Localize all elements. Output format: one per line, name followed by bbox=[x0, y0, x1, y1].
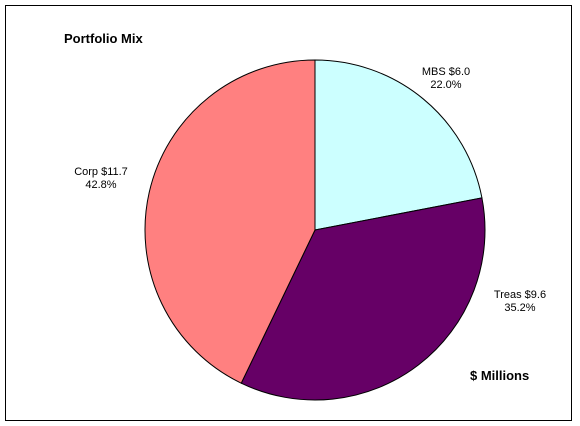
chart-title: Portfolio Mix bbox=[64, 31, 143, 46]
pie-slice-mbs bbox=[314, 59, 483, 231]
slice-percent-treas: 35.2% bbox=[504, 302, 535, 314]
slice-percent-mbs: 22.0% bbox=[430, 79, 461, 91]
units-annotation: $ Millions bbox=[470, 368, 530, 383]
pie-slice-corp bbox=[144, 59, 316, 384]
pie-slice-treas bbox=[240, 197, 486, 401]
slice-label-mbs: MBS $6.0 bbox=[422, 66, 470, 78]
slice-percent-corp: 42.8% bbox=[85, 179, 116, 191]
slice-label-treas: Treas $9.6 bbox=[494, 289, 546, 301]
pie-slices bbox=[144, 59, 486, 401]
pie-labels: MBS $6.022.0% Treas $9.635.2% Corp $11.742… bbox=[74, 66, 546, 314]
slice-label-corp: Corp $11.7 bbox=[74, 166, 128, 178]
